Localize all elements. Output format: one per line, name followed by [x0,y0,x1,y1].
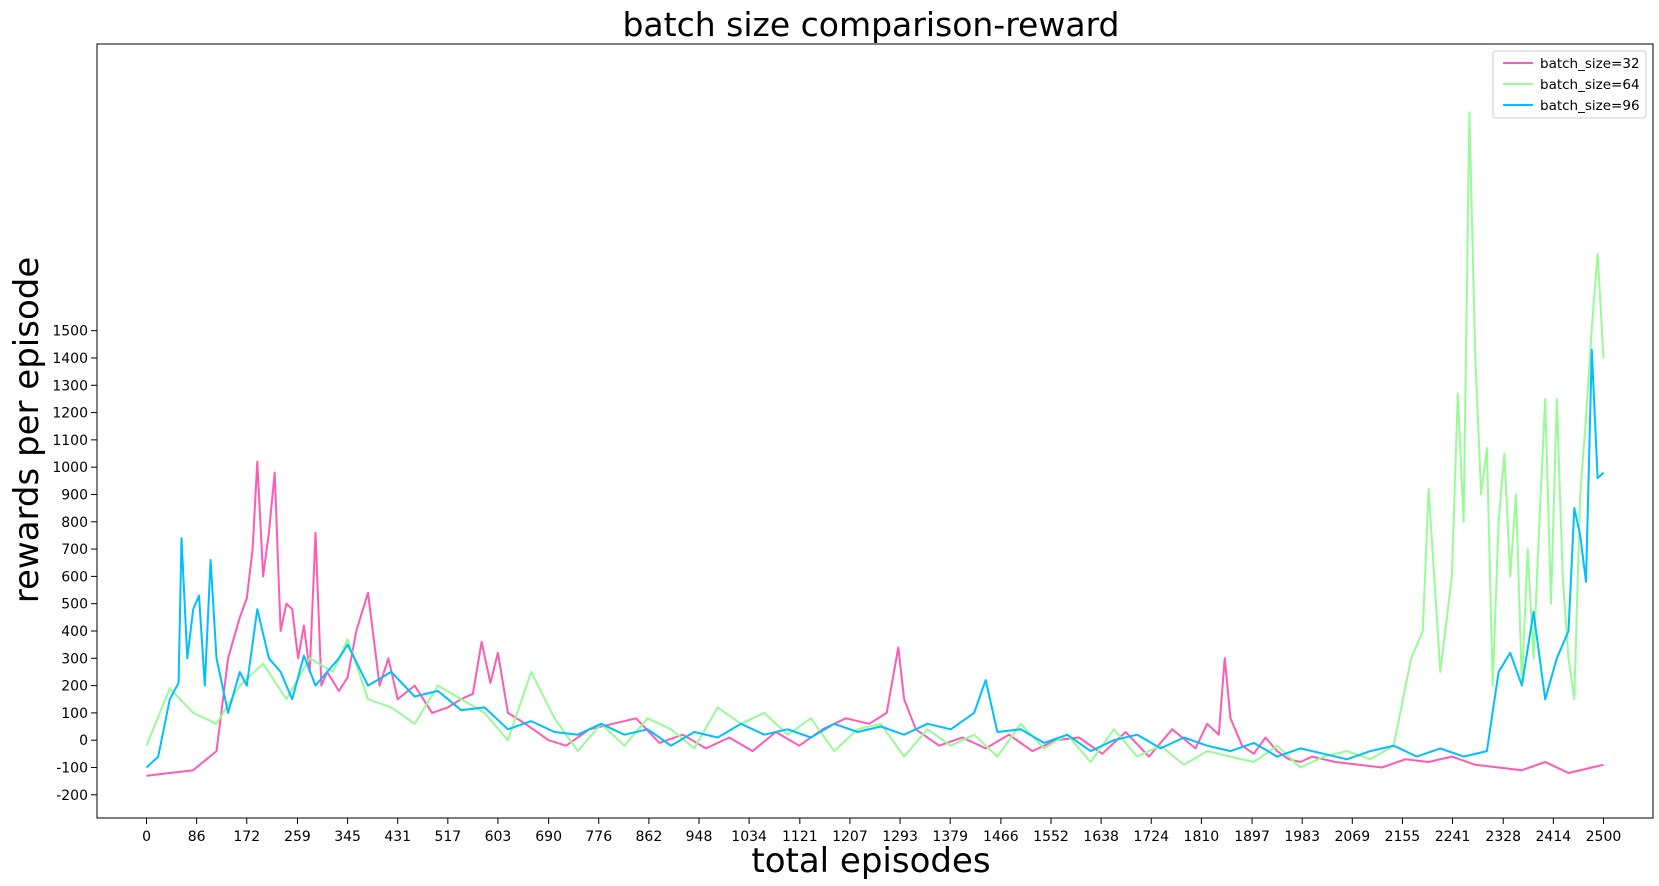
x-tick-label: 1379 [932,829,968,845]
y-axis: -200 -100 0 100 200 300 400 500 600 700 800 900 1000… [52,324,97,804]
y-tick-label: 500 [61,597,88,613]
y-tick-label: 900 [61,487,88,503]
y-tick-label: 1000 [52,460,88,476]
y-tick-label: 1200 [52,406,88,422]
y-axis-label: rewards per episode [7,257,47,604]
x-tick-label: 517 [434,829,461,845]
x-tick-label: 1552 [1033,829,1069,845]
legend-entry: batch_size=64 [1540,77,1640,93]
x-tick-label: 1638 [1083,829,1119,845]
series-group [145,111,1605,777]
x-tick-label: 1983 [1284,829,1320,845]
x-tick-label: 862 [636,829,663,845]
y-tick-label: 1400 [52,351,88,367]
x-tick-label: 1724 [1133,829,1169,845]
x-tick-label: 690 [535,829,562,845]
y-tick-label: 0 [79,733,88,749]
x-tick-label: 603 [485,829,512,845]
x-tick-label: 1466 [983,829,1019,845]
x-tick-label: 2155 [1385,829,1421,845]
y-tick-label: 200 [61,679,88,695]
series-line-batch-size-32 [146,460,1604,777]
x-tick-label: 86 [188,829,206,845]
y-tick-label: 1300 [52,378,88,394]
chart-title: batch size comparison-reward [622,5,1119,44]
y-tick-label: 100 [61,706,88,722]
y-tick-label: 400 [61,624,88,640]
series-line-batch-size-64 [145,111,1605,769]
x-tick-label: 2500 [1586,829,1622,845]
x-tick-label: 1207 [832,829,868,845]
x-axis: 0 86 172 259 345 431 517 603 690 776 862 948 1034 112… [142,818,1621,845]
x-tick-label: 1293 [882,829,918,845]
y-tick-label: -100 [56,760,88,776]
x-tick-label: 172 [233,829,260,845]
y-tick-label: -200 [56,788,88,804]
y-tick-label: 800 [61,515,88,531]
x-tick-label: 431 [384,829,411,845]
x-tick-label: 1034 [731,829,767,845]
x-tick-label: 1810 [1184,829,1220,845]
x-tick-label: 2328 [1485,829,1521,845]
plot-area [96,43,1654,819]
x-tick-label: 259 [284,829,311,845]
x-tick-label: 2414 [1536,829,1572,845]
x-tick-label: 0 [142,829,151,845]
x-tick-label: 948 [686,829,713,845]
legend-box [1492,50,1647,119]
x-tick-label: 1897 [1234,829,1270,845]
x-tick-label: 2241 [1435,829,1471,845]
x-axis-label: total episodes [751,841,990,881]
y-tick-label: 600 [61,569,88,585]
x-tick-label: 1121 [782,829,818,845]
x-tick-label: 776 [585,829,612,845]
y-tick-label: 1100 [52,433,88,449]
y-tick-label: 1500 [52,324,88,340]
x-tick-label: 345 [334,829,361,845]
legend: batch_size=32 batch_size=64 batch_size=96 [1492,50,1647,119]
series-line-batch-size-96 [145,348,1605,769]
legend-entry: batch_size=96 [1540,98,1640,114]
plot-frame [96,43,1654,819]
legend-entry: batch_size=32 [1540,56,1640,72]
y-tick-label: 300 [61,651,88,667]
x-tick-label: 2069 [1334,829,1370,845]
y-tick-label: 700 [61,542,88,558]
